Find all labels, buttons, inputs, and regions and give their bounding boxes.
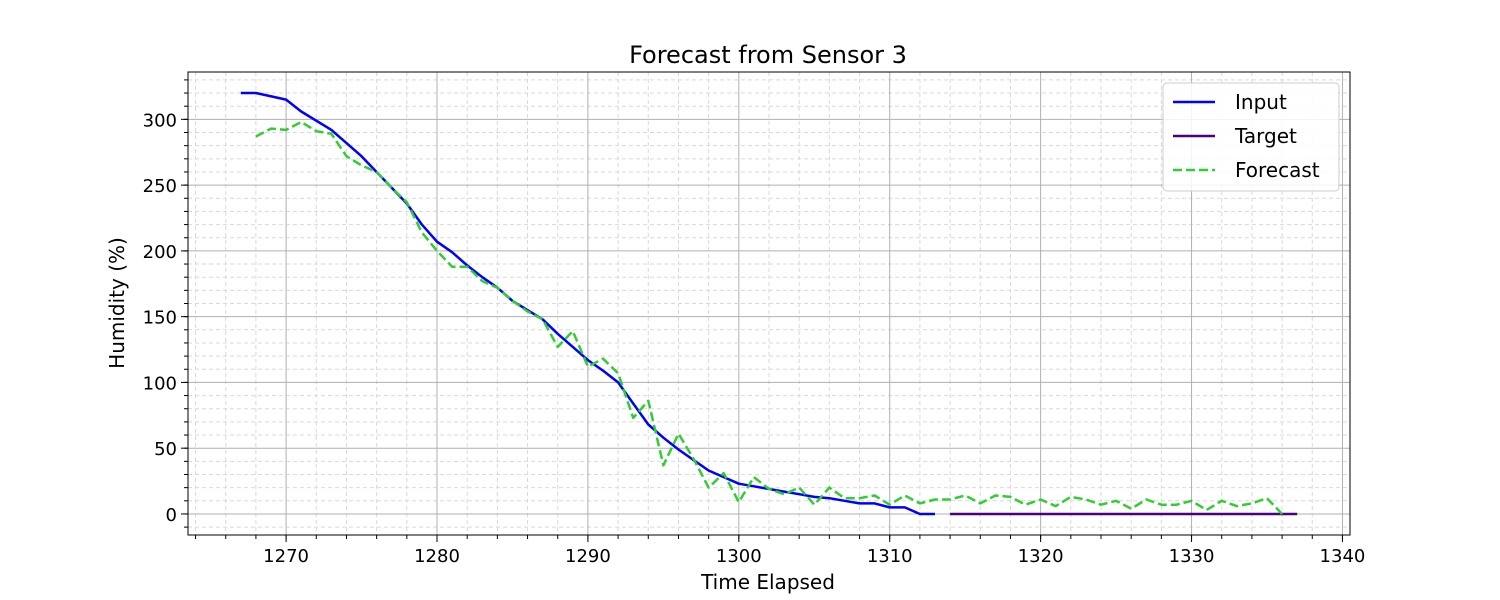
x-tick-label: 1320 (1018, 546, 1064, 567)
y-tick-label: 50 (154, 439, 177, 460)
x-axis-label: Time Elapsed (700, 570, 835, 594)
y-tick-label: 250 (143, 176, 177, 197)
legend-box (1162, 82, 1340, 192)
x-tick-label: 1340 (1320, 546, 1366, 567)
plot-area (240, 91, 1298, 516)
x-tick-label: 1310 (867, 546, 913, 567)
x-tick-label: 1270 (263, 546, 309, 567)
major-grid (188, 72, 1350, 535)
y-tick-label: 300 (143, 110, 177, 131)
chart-title: Forecast from Sensor 3 (629, 41, 907, 69)
y-tick-label: 0 (166, 505, 177, 526)
x-tick-label: 1300 (716, 546, 762, 567)
y-tick-label: 200 (143, 242, 177, 263)
legend-label-input: Input (1235, 90, 1287, 114)
series-line-forecast (255, 120, 1284, 515)
legend: Input Target Forecast (1162, 82, 1340, 192)
axis-ticks: 1270 1280 1290 1300 1310 1320 1330 1340 0 50 100 15… (143, 79, 1366, 567)
minor-grid (188, 72, 1350, 535)
y-axis-label: Humidity (%) (105, 237, 129, 369)
y-tick-label: 150 (143, 308, 177, 329)
y-tick-label: 100 (143, 373, 177, 394)
x-tick-label: 1330 (1169, 546, 1215, 567)
legend-label-forecast: Forecast (1235, 158, 1320, 182)
x-tick-label: 1290 (565, 546, 611, 567)
x-tick-label: 1280 (414, 546, 460, 567)
legend-label-target: Target (1234, 124, 1297, 148)
